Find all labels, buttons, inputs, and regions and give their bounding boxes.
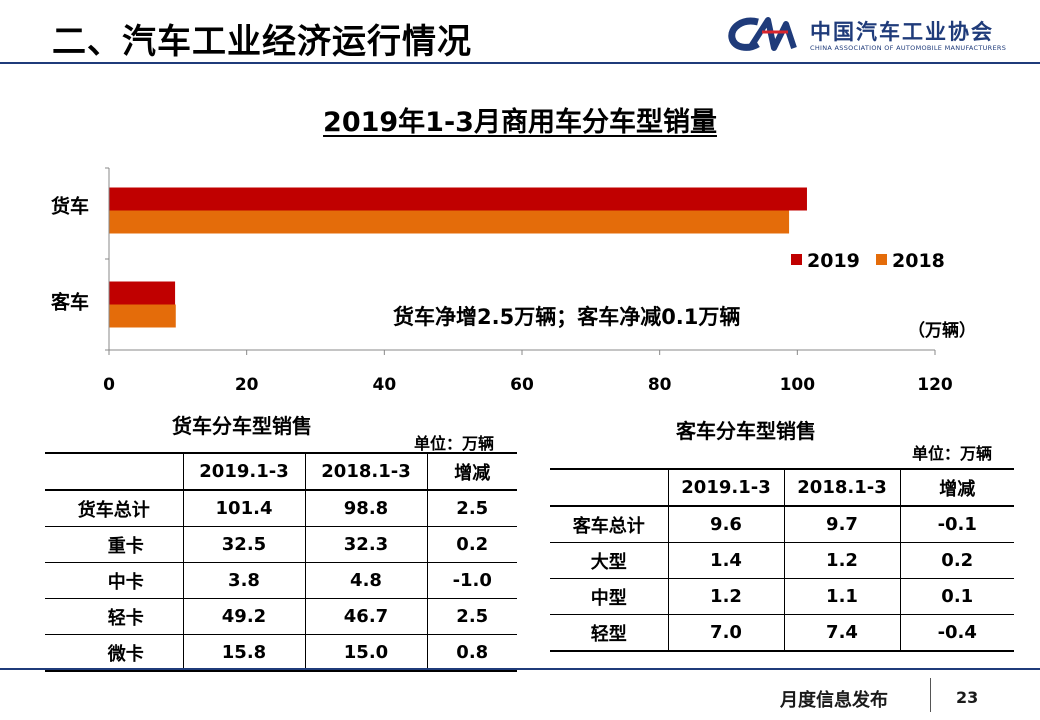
table-cell: 0.8 [426, 634, 517, 672]
table-header-row: 2019.1-3 2018.1-3 增减 [45, 452, 517, 491]
x-tick-label: 120 [917, 375, 953, 395]
table-row: 轻型 7.0 7.4 -0.4 [550, 614, 1014, 652]
header-rule [0, 62, 1040, 64]
bus-table-unit: 单位：万辆 [912, 444, 993, 463]
table-cell: 9.6 [667, 506, 784, 543]
table-cell: 49.2 [182, 598, 305, 635]
table-row: 客车总计 9.6 9.7 -0.1 [550, 506, 1014, 543]
row-label: 中型 [550, 578, 668, 615]
bus-table-caption: 客车分车型销售 [676, 419, 816, 443]
column-header: 增减 [426, 452, 517, 491]
table-cell: 1.2 [783, 542, 900, 579]
table-cell: 32.3 [304, 526, 427, 563]
column-header [550, 468, 668, 507]
truck-table-caption: 货车分车型销售 [172, 414, 312, 438]
table-row: 轻卡 49.2 46.7 2.5 [45, 598, 517, 635]
chart-title: 2019年1-3月商用车分车型销量 [323, 107, 717, 138]
table-cell: 15.0 [304, 634, 427, 672]
page-title: 二、汽车工业经济运行情况 [52, 22, 472, 62]
table-cell: 15.8 [182, 634, 305, 672]
table-row: 货车总计 101.4 98.8 2.5 [45, 490, 517, 527]
caam-logo: 中国汽车工业协会 CHINA ASSOCIATION OF AUTOMOBILE… [728, 12, 1028, 58]
table-cell: 98.8 [304, 490, 427, 527]
caam-logo-mark [728, 17, 797, 51]
bar-2018-0 [109, 210, 790, 234]
unit-label: （万辆） [908, 320, 976, 341]
chart-title-wrap: 2019年1-3月商用车分车型销量 [0, 100, 1040, 139]
table-cell: 32.5 [182, 526, 305, 563]
table-cell: 0.1 [899, 578, 1014, 615]
legend-label: 2018 [892, 250, 945, 272]
table-cell: -0.4 [899, 614, 1014, 652]
column-header: 2018.1-3 [304, 452, 427, 491]
row-label: 货车总计 [45, 490, 183, 527]
category-label: 货车 [51, 195, 89, 218]
column-header: 2018.1-3 [783, 468, 900, 507]
table-cell: 7.0 [667, 614, 784, 652]
x-tick-label: 40 [372, 375, 396, 395]
table-cell: 2.5 [426, 490, 517, 527]
table-cell: 101.4 [182, 490, 305, 527]
row-label: 微卡 [45, 634, 183, 672]
table-cell: 1.2 [667, 578, 784, 615]
legend-swatch [791, 254, 802, 265]
bar-2018-1 [109, 304, 176, 328]
table-row: 微卡 15.8 15.0 0.8 [45, 634, 517, 672]
table-cell: 1.1 [783, 578, 900, 615]
x-tick-label: 60 [510, 375, 534, 395]
logo-name-cn: 中国汽车工业协会 [810, 20, 994, 44]
footer-rule [0, 668, 1040, 670]
footer-label: 月度信息发布 [780, 690, 888, 711]
column-header: 增减 [899, 468, 1014, 507]
truck-table-unit: 单位：万辆 [414, 434, 495, 453]
table-cell: 0.2 [426, 526, 517, 563]
row-label: 轻卡 [45, 598, 183, 635]
x-tick-label: 0 [103, 375, 115, 395]
row-label: 客车总计 [550, 506, 668, 543]
logo-name-en: CHINA ASSOCIATION OF AUTOMOBILE MANUFACT… [810, 44, 1007, 52]
table-row: 重卡 32.5 32.3 0.2 [45, 526, 517, 563]
column-header [45, 452, 183, 491]
column-header: 2019.1-3 [667, 468, 784, 507]
table-cell: 4.8 [304, 562, 427, 599]
chart-annotation: 货车净增2.5万辆；客车净减0.1万辆 [393, 305, 740, 329]
x-tick-label: 20 [235, 375, 259, 395]
category-label: 客车 [51, 291, 89, 314]
x-tick-label: 80 [648, 375, 672, 395]
table-cell: 7.4 [783, 614, 900, 652]
table-row: 中卡 3.8 4.8 -1.0 [45, 562, 517, 599]
bar-2019-1 [109, 281, 176, 305]
table-cell: 3.8 [182, 562, 305, 599]
table-cell: 9.7 [783, 506, 900, 543]
table-row: 大型 1.4 1.2 0.2 [550, 542, 1014, 579]
table-cell: -0.1 [899, 506, 1014, 543]
table-header-row: 2019.1-3 2018.1-3 增减 [550, 468, 1014, 507]
x-tick-label: 100 [780, 375, 816, 395]
legend-swatch [876, 254, 887, 265]
footer-separator [930, 678, 931, 712]
table-cell: -1.0 [426, 562, 517, 599]
table-row: 中型 1.2 1.1 0.1 [550, 578, 1014, 615]
table-cell: 1.4 [667, 542, 784, 579]
page-number: 23 [956, 688, 979, 707]
table-cell: 46.7 [304, 598, 427, 635]
bus-sales-table: 2019.1-3 2018.1-3 增减 客车总计 9.6 9.7 -0.1 大型 1.4 1.2… [550, 468, 1014, 652]
bar-2019-0 [109, 187, 807, 211]
table-cell: 0.2 [899, 542, 1014, 579]
row-label: 中卡 [45, 562, 183, 599]
row-label: 大型 [550, 542, 668, 579]
truck-sales-table: 2019.1-3 2018.1-3 增减 货车总计 101.4 98.8 2.5 重卡 32.5… [45, 452, 517, 672]
row-label: 轻型 [550, 614, 668, 652]
column-header: 2019.1-3 [182, 452, 305, 491]
legend-label: 2019 [807, 250, 860, 272]
row-label: 重卡 [45, 526, 183, 563]
table-cell: 2.5 [426, 598, 517, 635]
